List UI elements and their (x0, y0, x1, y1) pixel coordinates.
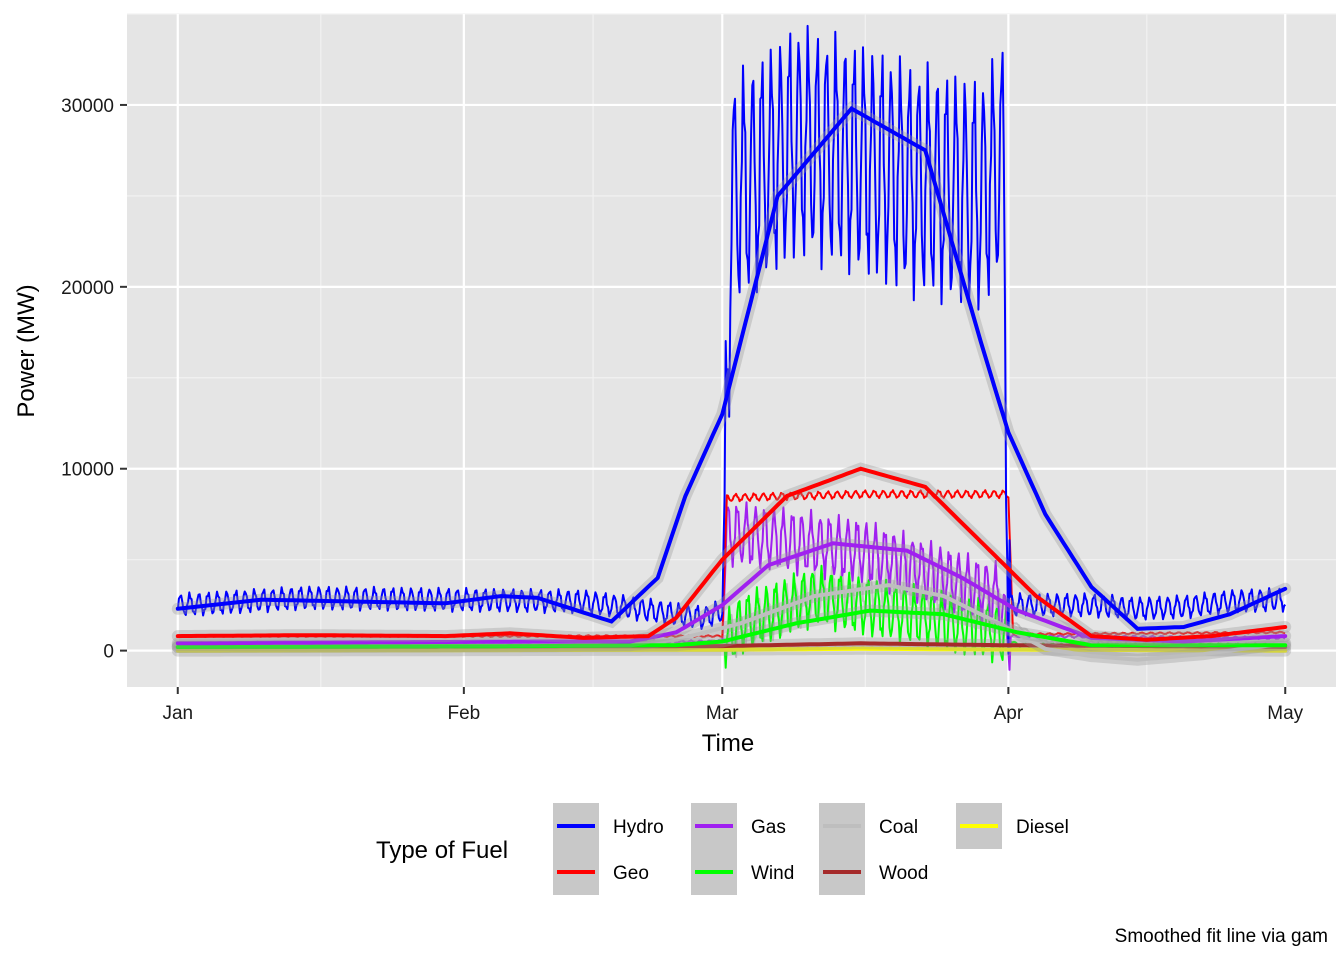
x-tick-label: Feb (447, 703, 480, 724)
x-tick-label: Mar (706, 703, 739, 724)
y-tick-label: 30000 (61, 96, 114, 117)
series-smooth-wind (175, 608, 1288, 649)
y-axis-title: Power (MW) (13, 284, 40, 417)
legend: Type of Fuel Hydro Geo Gas Wind Coal Wood Dies… (376, 803, 1069, 895)
y-tick-label: 0 (103, 642, 114, 663)
legend-label-wind: Wind (751, 863, 794, 884)
plot-panel (127, 14, 1336, 687)
legend-title: Type of Fuel (376, 837, 508, 864)
legend-label-diesel: Diesel (1016, 817, 1069, 838)
series-layer (171, 24, 1292, 671)
x-tick-label: Jan (162, 703, 193, 724)
x-axis-title: Time (702, 730, 754, 757)
x-tick-label: Apr (994, 703, 1024, 724)
legend-label-hydro: Hydro (613, 817, 664, 838)
y-tick-label: 10000 (61, 460, 114, 481)
legend-label-coal: Coal (879, 817, 918, 838)
series-smooth-geo (175, 466, 1288, 642)
x-tick-label: May (1267, 703, 1303, 724)
caption: Smoothed fit line via gam (1115, 926, 1328, 947)
axis-layer: Jan Feb Mar Apr May 0 10000 20000 30000 (61, 96, 1304, 724)
legend-label-wood: Wood (879, 863, 928, 884)
series-smooth-hydro (175, 106, 1288, 631)
series-smooth-diesel (175, 646, 1288, 653)
y-tick-label: 20000 (61, 278, 114, 299)
legend-label-gas: Gas (751, 817, 786, 838)
legend-label-geo: Geo (613, 863, 649, 884)
